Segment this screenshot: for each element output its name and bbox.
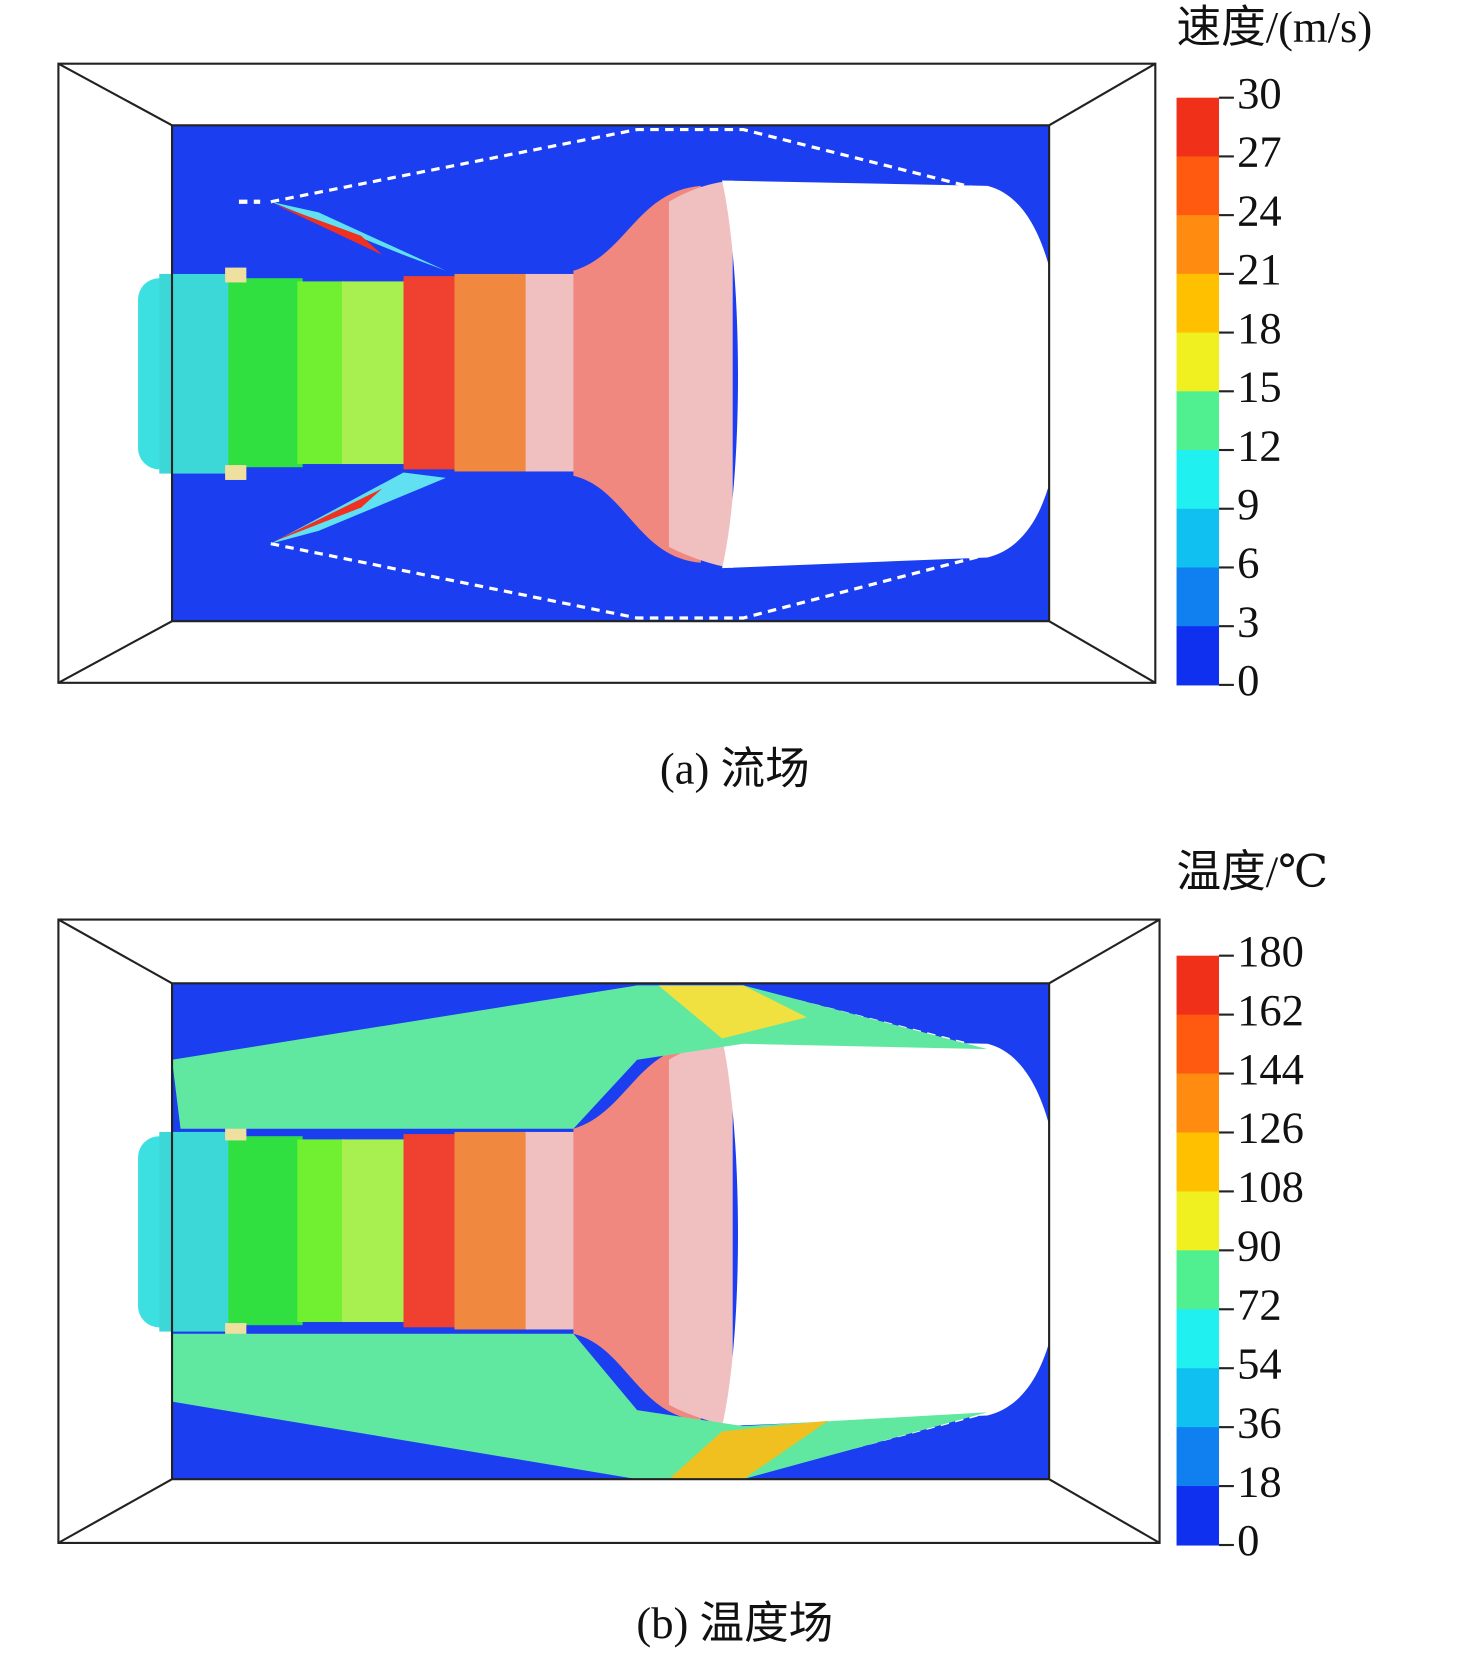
colorbar-tick-label: 162 (1237, 985, 1304, 1035)
colorbar-tick-label: 180 (1237, 926, 1304, 976)
colorbar-band (1176, 97, 1220, 157)
colorbar-title: 速度/(m/s) (1177, 2, 1373, 52)
colorbar-band (1176, 156, 1220, 216)
colorbar-tick-label: 9 (1237, 479, 1259, 529)
colorbar-band (1176, 1132, 1220, 1192)
velocity-contour (57, 62, 1157, 684)
colorbar-band (1176, 1073, 1220, 1134)
colorbar-tick-label: 72 (1237, 1280, 1282, 1330)
colorbar-band (1176, 508, 1220, 568)
colorbar-tick-label: 18 (1237, 303, 1282, 353)
colorbar-tick-label: 21 (1237, 244, 1282, 294)
colorbar-tick-label: 24 (1237, 185, 1282, 235)
colorbar-band (1176, 391, 1220, 451)
colorbar-band (1176, 1486, 1220, 1546)
colorbar-band (1176, 273, 1220, 334)
colorbar-band (1176, 1014, 1220, 1075)
colorbar-tick-label: 0 (1237, 655, 1259, 705)
colorbar-band (1176, 1250, 1220, 1310)
colorbar-tick-label: 27 (1237, 127, 1282, 177)
caption: (a) 流场 (660, 743, 810, 793)
caption: (b) 温度场 (636, 1598, 833, 1648)
colorbar-tick-label: 90 (1237, 1221, 1282, 1271)
colorbar-tick-label: 6 (1237, 538, 1259, 588)
colorbar-tick-label: 3 (1237, 596, 1259, 646)
colorbar-band (1176, 1427, 1220, 1487)
colorbar-tick-label: 108 (1237, 1162, 1304, 1212)
colorbar-band (1176, 1309, 1220, 1369)
colorbar-tick-label: 15 (1237, 362, 1282, 412)
colorbar-tick-label: 18 (1237, 1456, 1282, 1506)
colorbar-tick-label: 0 (1237, 1515, 1259, 1565)
colorbar-band (1176, 450, 1220, 510)
temperature-contour (57, 918, 1161, 1544)
colorbar-tick-label: 126 (1237, 1103, 1304, 1153)
colorbar-band (1176, 1191, 1220, 1251)
colorbar-tick-label: 12 (1237, 420, 1282, 470)
colorbar-band (1176, 332, 1220, 392)
colorbar-tick-label: 30 (1237, 68, 1282, 118)
colorbar-tick-label: 54 (1237, 1338, 1282, 1388)
colorbar-band (1176, 1368, 1220, 1428)
colorbar-band (1176, 567, 1220, 627)
colorbar-tick-label: 144 (1237, 1044, 1304, 1094)
colorbar-band (1176, 215, 1220, 275)
colorbar-tick-label: 36 (1237, 1397, 1282, 1447)
colorbar-band (1176, 626, 1220, 686)
colorbar-band (1176, 955, 1220, 1016)
colorbar-title: 温度/℃ (1177, 846, 1328, 896)
